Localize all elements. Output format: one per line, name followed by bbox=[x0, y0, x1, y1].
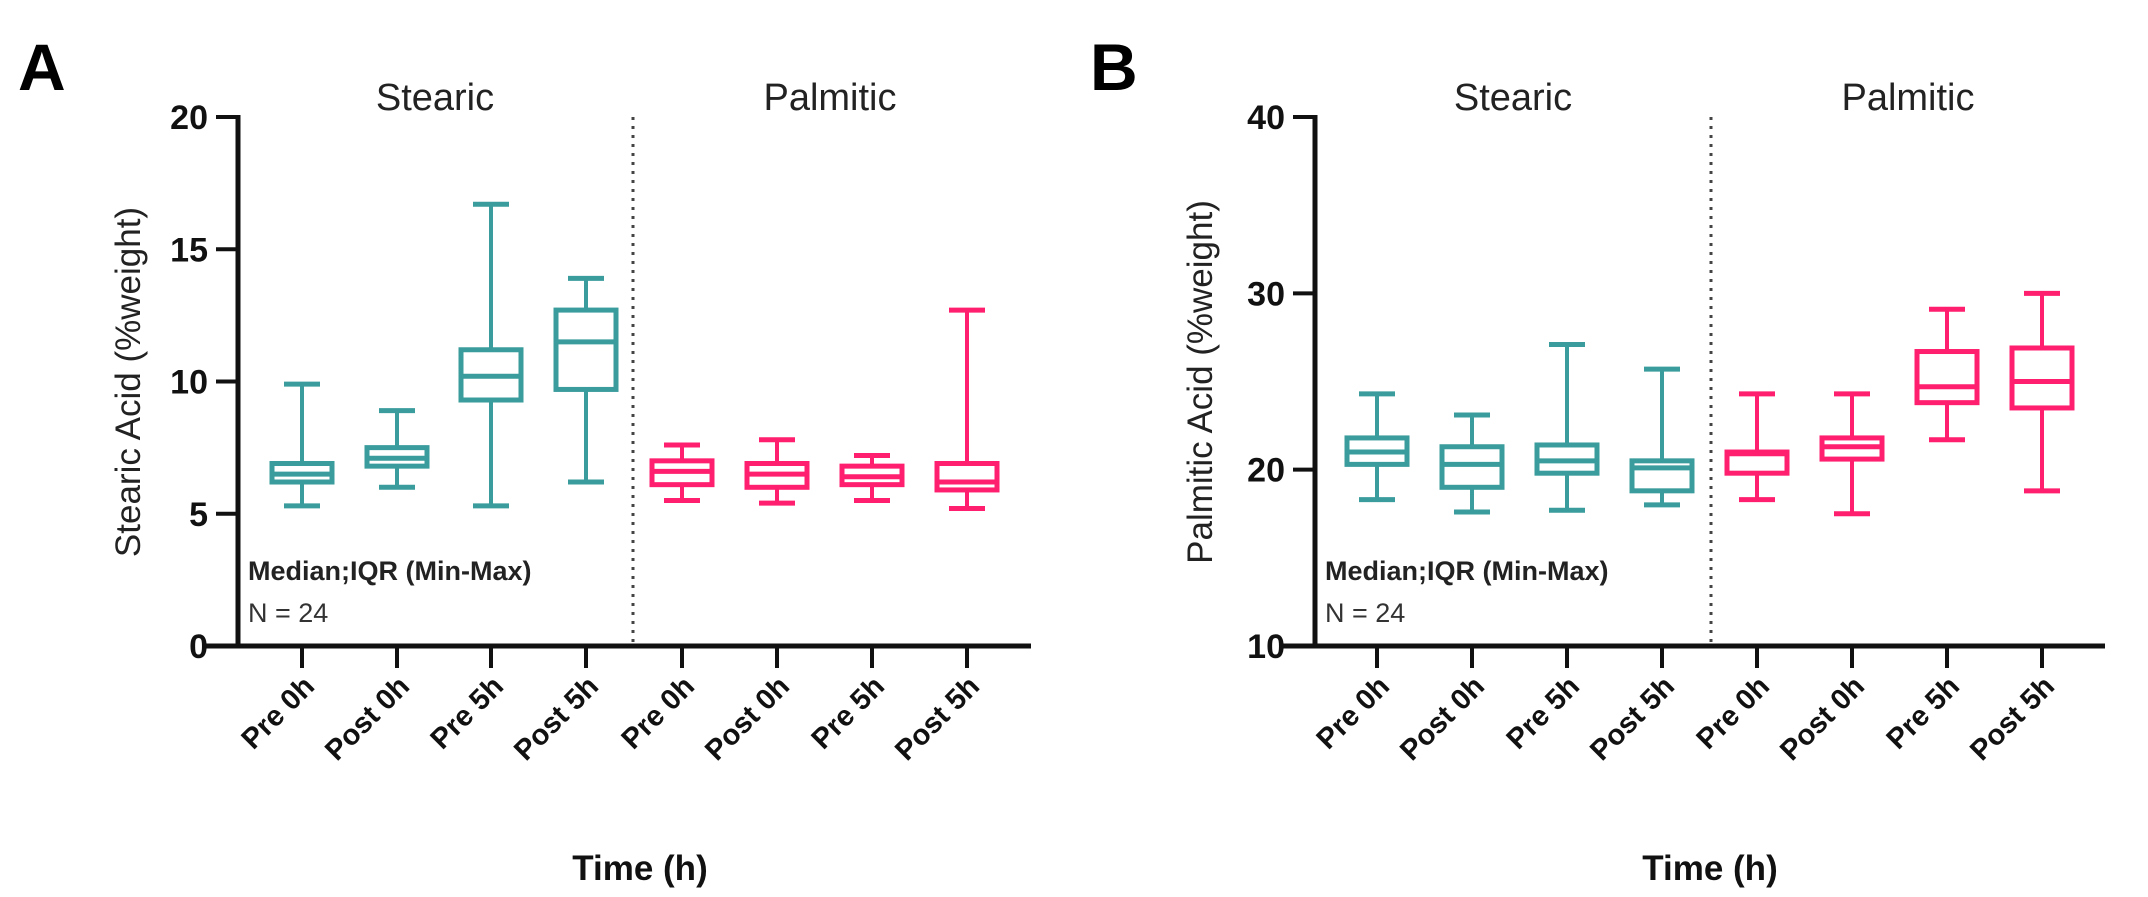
iqr-box bbox=[1629, 458, 1695, 494]
box-palmitic-0 bbox=[1724, 391, 1790, 503]
box-stearic-1 bbox=[1439, 412, 1505, 515]
box-stearic-3 bbox=[1629, 366, 1695, 508]
y-tick-label: 20 bbox=[170, 99, 208, 137]
x-tick-label: Pre 0h bbox=[1691, 670, 1776, 755]
iqr-box bbox=[553, 307, 619, 392]
box-palmitic-3 bbox=[934, 307, 1000, 511]
x-tick-label: Pre 5h bbox=[1501, 670, 1586, 755]
box-palmitic-3 bbox=[2009, 290, 2075, 494]
x-tick-label: Post 0h bbox=[319, 670, 416, 767]
x-tick-label: Post 0h bbox=[1394, 670, 1491, 767]
group-title-palmitic: Palmitic bbox=[763, 77, 896, 119]
x-tick-label: Post 5h bbox=[1964, 670, 2061, 767]
box-stearic-2 bbox=[1534, 341, 1600, 513]
y-tick-label: 10 bbox=[1247, 628, 1285, 666]
panel-letter: B bbox=[1090, 30, 1138, 104]
y-tick-label: 15 bbox=[170, 231, 208, 269]
box-palmitic-2 bbox=[839, 453, 905, 504]
iqr-box bbox=[2009, 345, 2075, 411]
x-tick-label: Post 5h bbox=[1584, 670, 1681, 767]
x-tick-label: Pre 5h bbox=[1881, 670, 1966, 755]
box-palmitic-2 bbox=[1914, 306, 1980, 443]
x-tick-label: Post 0h bbox=[1774, 670, 1871, 767]
iqr-box bbox=[1439, 444, 1505, 490]
box-stearic-0 bbox=[1344, 391, 1410, 503]
y-tick-label: 30 bbox=[1247, 275, 1285, 313]
stats-note: Median;IQR (Min-Max) bbox=[248, 556, 532, 586]
box-palmitic-0 bbox=[649, 442, 715, 504]
box-stearic-3 bbox=[553, 275, 619, 485]
sample-size-note: N = 24 bbox=[1325, 598, 1405, 628]
box-stearic-2 bbox=[458, 201, 524, 509]
box-stearic-1 bbox=[364, 408, 430, 490]
y-tick-label: 10 bbox=[170, 364, 208, 402]
panel-a: A Stearic Palmitic Stearic Acid (%weight… bbox=[18, 30, 1031, 888]
y-axis-label: Stearic Acid (%weight) bbox=[109, 207, 148, 557]
y-tick-label: 5 bbox=[189, 496, 208, 534]
x-tick-label: Post 0h bbox=[699, 670, 796, 767]
x-tick-label: Post 5h bbox=[889, 670, 986, 767]
x-axis-label: Time (h) bbox=[572, 849, 707, 888]
x-tick-label: Pre 0h bbox=[236, 670, 321, 755]
panel-b: B Stearic Palmitic Palmitic Acid (%weigh… bbox=[1090, 30, 2105, 888]
box-palmitic-1 bbox=[744, 437, 810, 506]
group-title-palmitic: Palmitic bbox=[1841, 77, 1974, 119]
y-tick-label: 20 bbox=[1247, 452, 1285, 490]
x-tick-label: Post 5h bbox=[508, 670, 605, 767]
panel-letter: A bbox=[18, 30, 66, 104]
sample-size-note: N = 24 bbox=[248, 598, 328, 628]
y-axis-label: Palmitic Acid (%weight) bbox=[1181, 200, 1220, 564]
x-tick-label: Pre 5h bbox=[806, 670, 891, 755]
iqr-box bbox=[934, 460, 1000, 493]
iqr-box bbox=[1914, 349, 1980, 406]
box-stearic-0 bbox=[269, 381, 335, 509]
x-tick-label: Pre 0h bbox=[1311, 670, 1396, 755]
box-palmitic-1 bbox=[1819, 391, 1885, 517]
group-title-stearic: Stearic bbox=[1454, 77, 1572, 119]
x-axis-label: Time (h) bbox=[1642, 849, 1777, 888]
x-tick-label: Pre 0h bbox=[616, 670, 701, 755]
group-title-stearic: Stearic bbox=[376, 77, 494, 119]
stats-note: Median;IQR (Min-Max) bbox=[1325, 556, 1609, 586]
y-tick-label: 0 bbox=[189, 628, 208, 666]
y-tick-label: 40 bbox=[1247, 99, 1285, 137]
x-tick-label: Pre 5h bbox=[425, 670, 510, 755]
